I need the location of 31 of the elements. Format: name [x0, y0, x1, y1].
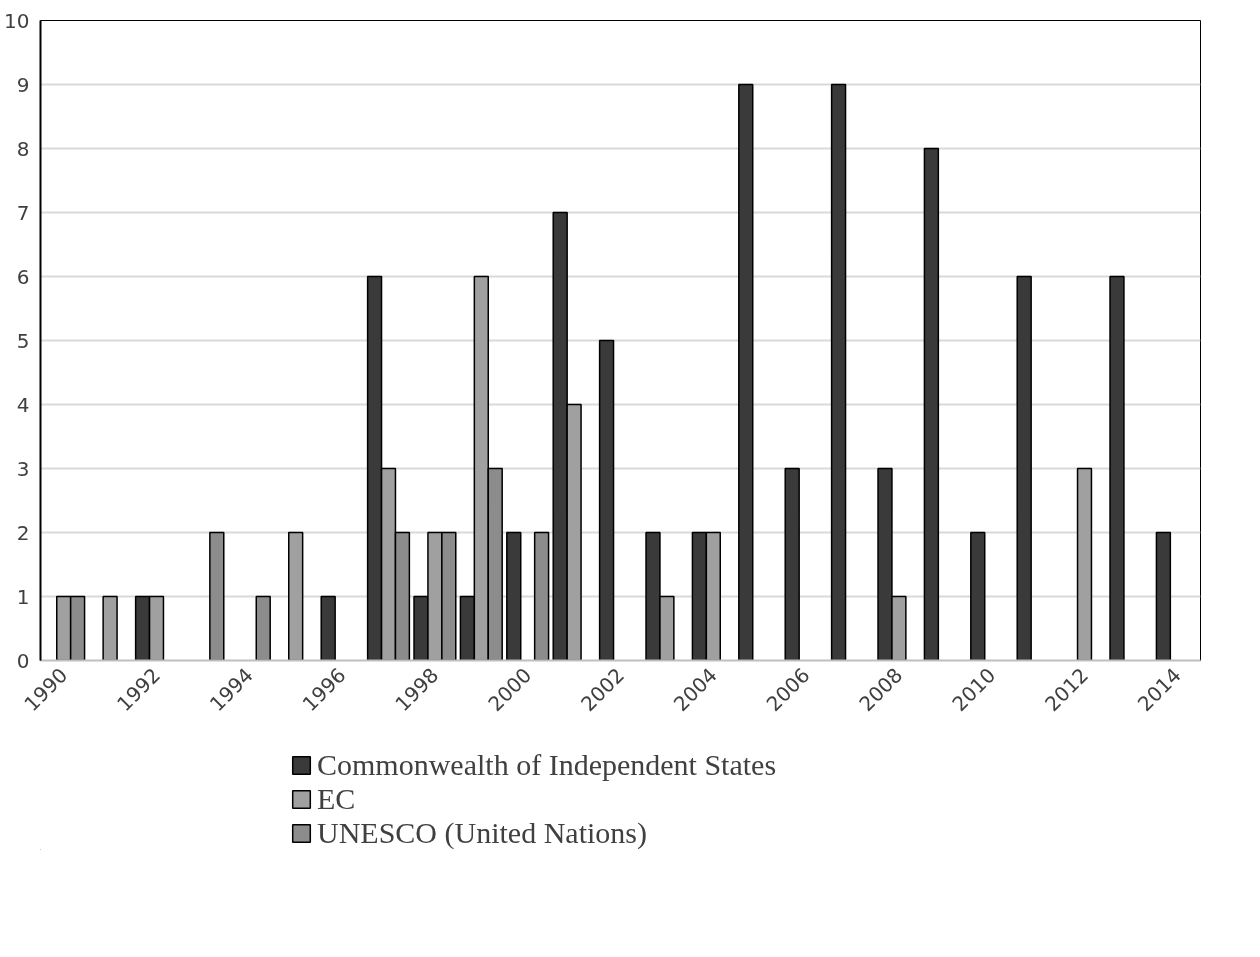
bar — [102, 595, 118, 661]
legend-label: Commonwealth of Independent States — [317, 748, 777, 782]
bar — [784, 467, 800, 661]
y-tick-label: 3 — [16, 456, 30, 481]
y-tick-label: 7 — [16, 200, 30, 225]
y-tick-label: 1 — [16, 584, 30, 609]
bar — [287, 531, 304, 661]
bar — [255, 595, 271, 661]
bar — [1109, 275, 1125, 661]
bar — [533, 531, 550, 661]
legend-label: UNESCO (United Nations) — [317, 816, 647, 850]
y-tick-label: 8 — [16, 136, 30, 161]
bar — [320, 595, 336, 661]
y-tick-label: 6 — [16, 264, 30, 289]
y-tick-label: 10 — [4, 8, 30, 33]
bar — [209, 531, 225, 661]
bar — [506, 531, 522, 661]
y-tick-label: 4 — [16, 392, 30, 417]
bar — [598, 339, 615, 661]
legend-label: EC — [317, 782, 356, 816]
bar — [1016, 275, 1032, 661]
y-tick-label: 2 — [16, 520, 30, 545]
y-tick-label: 5 — [16, 328, 30, 353]
bar — [923, 147, 940, 661]
bar — [970, 531, 986, 661]
bar — [830, 83, 847, 661]
y-tick-label: 9 — [16, 72, 30, 97]
bar — [1155, 531, 1172, 661]
bar — [1076, 467, 1093, 661]
bar — [738, 83, 754, 661]
y-tick-label: 0 — [16, 648, 30, 673]
